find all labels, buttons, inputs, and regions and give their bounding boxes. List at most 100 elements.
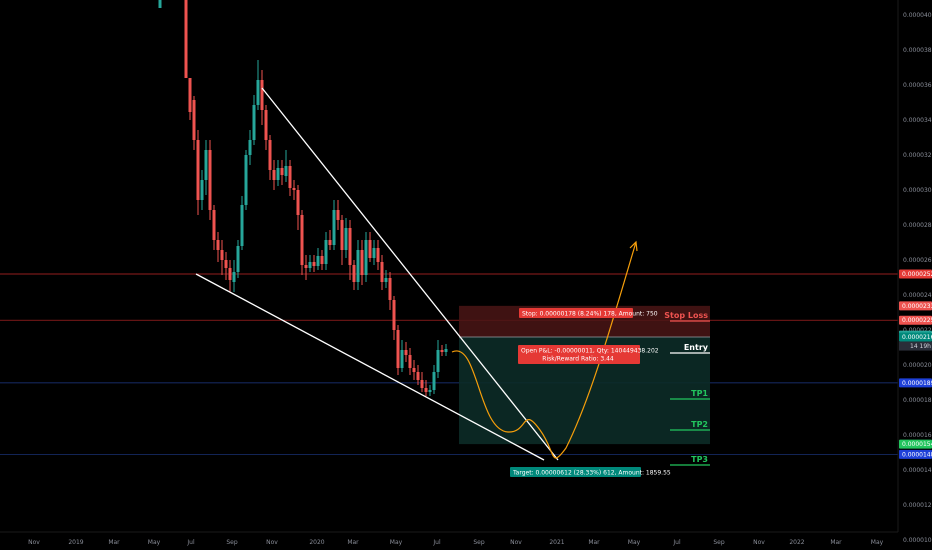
candle-body <box>308 262 312 268</box>
candle-body <box>204 150 208 180</box>
candle-body <box>384 278 388 282</box>
price-tag <box>899 378 932 388</box>
candle-body <box>368 240 372 258</box>
candle-body <box>212 210 216 240</box>
x-tick-label: Nov <box>753 539 765 546</box>
candle-body <box>284 166 288 176</box>
stop-info-label: Stop: 0.00000178 (8.24%) 178, Amount: 75… <box>522 311 658 318</box>
x-tick-label: Mar <box>830 539 842 546</box>
lower-trendline[interactable] <box>195 273 545 461</box>
candle-body <box>216 240 220 250</box>
candle-body <box>332 210 336 245</box>
x-tick-label: 2019 <box>68 539 83 546</box>
price-tag-label: 0.00002160 <box>902 334 932 341</box>
level-label: Stop Loss <box>664 311 708 320</box>
x-tick-label: Sep <box>226 539 238 546</box>
x-tick-label: Sep <box>473 539 485 546</box>
y-tick-label: 0.00002000 <box>903 362 932 369</box>
price-tag <box>899 315 932 325</box>
candle-body <box>276 168 280 180</box>
y-tick-label: 0.00004000 <box>903 12 932 19</box>
price-tag <box>899 301 932 311</box>
price-tag-label: 0.00001489 <box>902 451 932 458</box>
price-tag-label: 0.00001898 <box>902 380 932 387</box>
candle-body <box>208 150 212 210</box>
candle-body <box>408 355 412 368</box>
countdown-label: 14 19h <box>910 343 931 350</box>
x-tick-label: May <box>148 539 161 546</box>
candle-body <box>268 140 272 170</box>
candle-body <box>316 256 320 266</box>
y-tick-label: 0.00001200 <box>903 502 932 509</box>
candle-body <box>292 188 296 190</box>
candle-body <box>444 349 448 352</box>
x-tick-label: May <box>871 539 884 546</box>
candle-body <box>158 0 162 8</box>
y-tick-label: 0.00002800 <box>903 222 932 229</box>
x-tick-label: May <box>390 539 403 546</box>
level-label: Entry <box>684 343 709 352</box>
candle-body <box>400 350 404 368</box>
x-tick-label: Nov <box>510 539 522 546</box>
candle-body <box>304 265 308 268</box>
candle-body <box>380 262 384 282</box>
candle-body <box>256 80 260 105</box>
candle-body <box>360 250 364 275</box>
candle-body <box>376 248 380 262</box>
candle-body <box>328 240 332 245</box>
candle-body <box>320 256 324 264</box>
candle-body <box>312 262 316 266</box>
y-tick-label: 0.00003600 <box>903 82 932 89</box>
candle-body <box>220 250 224 260</box>
candle-body <box>260 80 264 110</box>
candle-body <box>272 170 276 180</box>
stop-info-box <box>519 308 633 318</box>
candle-body <box>280 168 284 175</box>
position-zones[interactable] <box>459 305 710 445</box>
x-tick-label: 2021 <box>549 539 564 546</box>
candle-body <box>436 350 440 372</box>
candle-body <box>388 278 392 300</box>
price-tag <box>899 449 932 459</box>
candle-body <box>336 210 340 220</box>
x-tick-label: 2022 <box>789 539 804 546</box>
candle-body <box>196 140 200 200</box>
candle-body <box>200 180 204 200</box>
price-axis[interactable]: 0.00004000 0.00003800 0.00003600 0.00003400… <box>897 0 932 544</box>
candle-body <box>224 260 228 268</box>
time-axis[interactable]: Nov 2019 Mar May Jul Sep Nov 2020 Mar May Jul Sep No… <box>0 531 898 546</box>
trend-lines[interactable] <box>195 87 638 461</box>
price-tag <box>899 269 932 279</box>
y-tick-label: 0.00003200 <box>903 152 932 159</box>
y-tick-label: 0.00001600 <box>903 432 932 439</box>
price-tag <box>899 332 932 342</box>
candle-body <box>404 350 408 355</box>
level-label: TP1 <box>691 389 708 398</box>
pnl-info-label: Open P&L: -0.00000011, Qty: 140449438.20… <box>521 348 659 355</box>
y-tick-label: 0.00003800 <box>903 47 932 54</box>
candle-body <box>228 268 232 280</box>
candle-body <box>248 140 252 155</box>
pnl-info-box <box>518 345 640 364</box>
target-info-box <box>510 467 641 477</box>
y-tick-label: 0.00003000 <box>903 187 932 194</box>
candle-body <box>352 265 356 282</box>
candle-body <box>188 78 192 112</box>
candle-body <box>356 250 360 282</box>
candle-body <box>232 272 236 282</box>
candle-body <box>264 110 268 140</box>
x-tick-label: 2020 <box>309 539 324 546</box>
price-tag-label: 0.00002520 <box>902 271 932 278</box>
candle-body <box>300 215 304 265</box>
candle-body <box>424 388 428 392</box>
candle-body <box>340 220 344 250</box>
candle-body <box>288 166 292 188</box>
y-tick-label: 0.00001000 <box>903 537 932 544</box>
upper-trendline[interactable] <box>261 87 559 461</box>
position-info: Stop: 0.00000178 (8.24%) 178, Amount: 75… <box>510 308 671 477</box>
x-tick-label: May <box>628 539 641 546</box>
candle-body <box>428 390 432 392</box>
projected-path[interactable] <box>451 241 637 459</box>
price-tag-label: 0.00002338 <box>902 303 932 310</box>
